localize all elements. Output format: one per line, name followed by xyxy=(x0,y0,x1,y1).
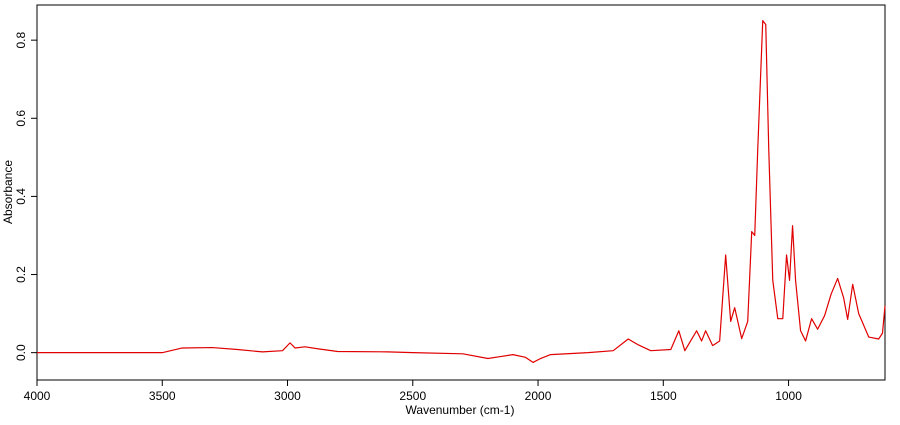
y-tick-label: 0.8 xyxy=(14,31,28,48)
x-axis-title: Wavenumber (cm-1) xyxy=(406,403,515,417)
y-axis-title: Absorbance xyxy=(1,160,15,224)
y-tick-label: 0.6 xyxy=(14,110,28,127)
x-tick-label: 1000 xyxy=(775,389,802,403)
y-tick-label: 0.4 xyxy=(14,188,28,205)
y-tick-label: 0.0 xyxy=(14,344,28,361)
y-tick-label: 0.2 xyxy=(14,266,28,283)
spectrum-line xyxy=(37,20,886,364)
x-tick-label: 2500 xyxy=(399,389,426,403)
x-tick-label: 3500 xyxy=(149,389,176,403)
plot-frame xyxy=(36,4,886,381)
x-tick-label: 1500 xyxy=(650,389,677,403)
x-tick-label: 2000 xyxy=(525,389,552,403)
x-tick-label: 4000 xyxy=(24,389,51,403)
x-tick-label: 3000 xyxy=(274,389,301,403)
